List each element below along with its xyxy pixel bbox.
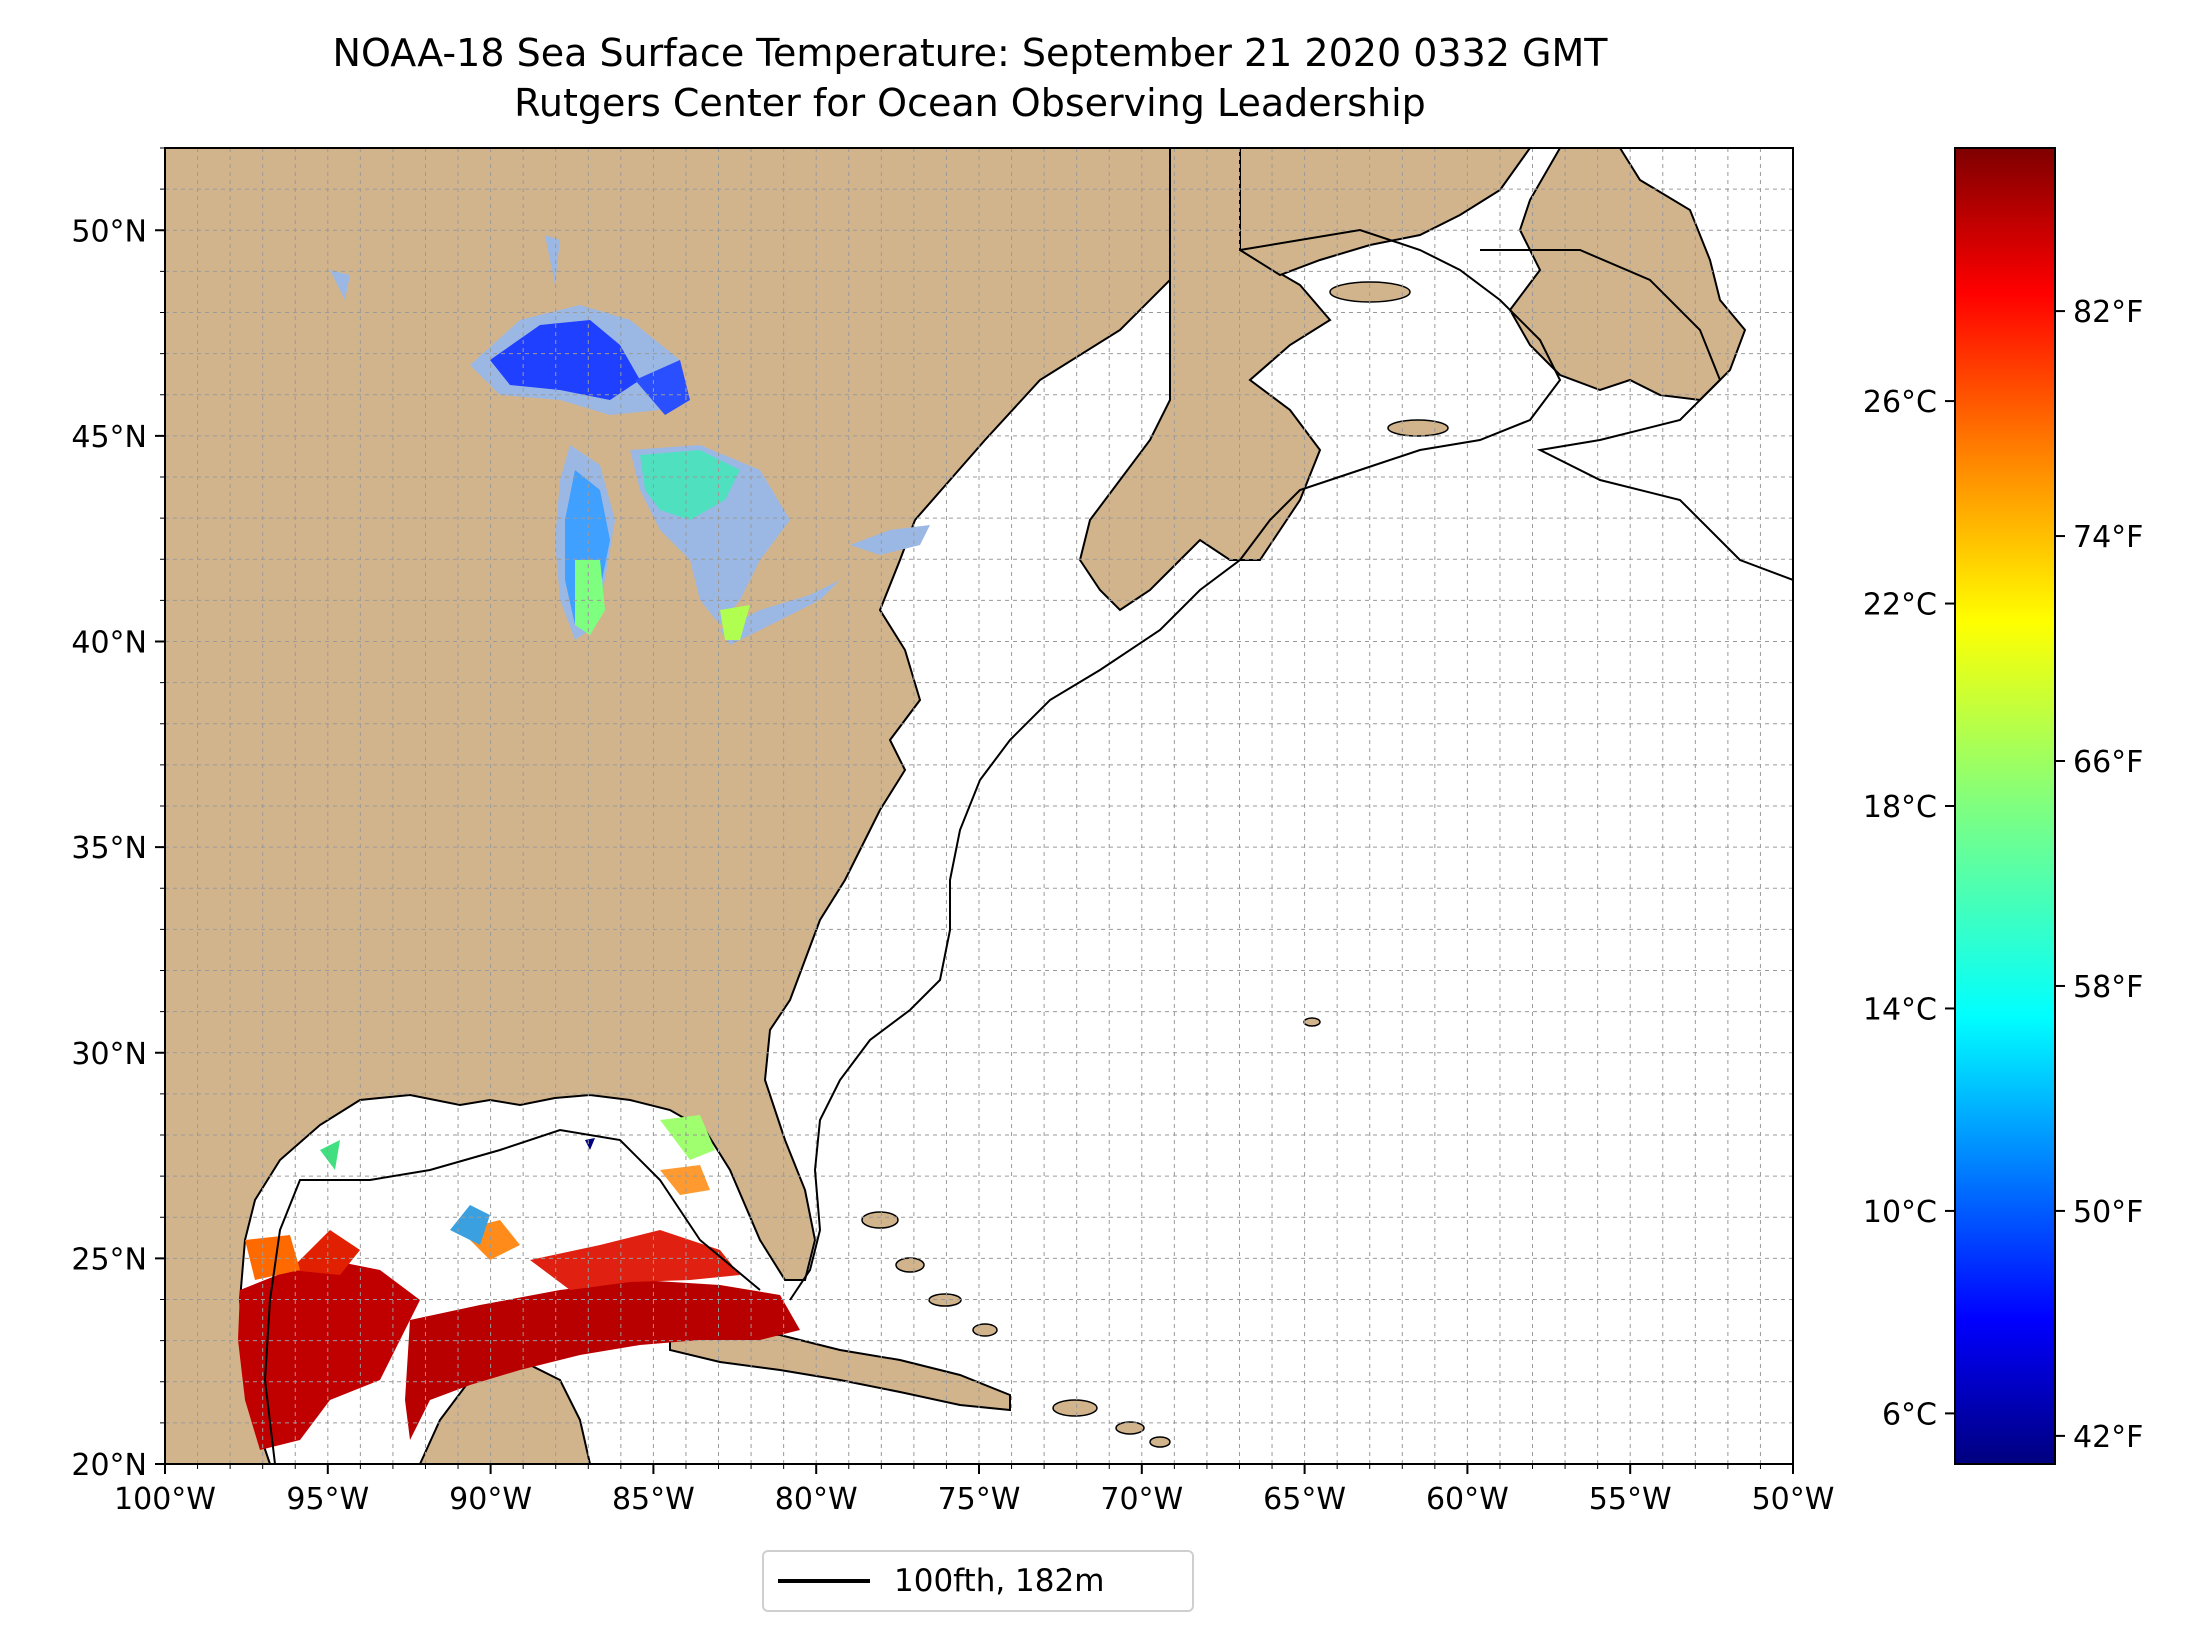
fahrenheit-tick-label: 42°F <box>2073 1420 2143 1455</box>
colorbar: 6°C 10°C 14°C 18°C 22°C 26°C 42°F 50°F 58°F 66°F… <box>1863 147 2143 1465</box>
sst-patches-great-lakes <box>490 320 750 640</box>
fahrenheit-tick-label: 66°F <box>2073 745 2143 780</box>
celsius-tick-label: 6°C <box>1882 1397 1937 1432</box>
land-cuba <box>669 1318 1011 1412</box>
lon-tick-label: 55°W <box>1589 1482 1672 1517</box>
land-labrador <box>1239 148 1532 277</box>
isobath-100fth <box>789 228 1562 1301</box>
lon-tick-label: 90°W <box>449 1482 532 1517</box>
lon-tick-label: 50°W <box>1752 1482 1835 1517</box>
lon-tick-label: 80°W <box>775 1482 858 1517</box>
latitude-axis: 20°N 25°N 30°N 35°N 40°N 45°N 50°N <box>71 147 165 1483</box>
fahrenheit-tick-label: 82°F <box>2073 295 2143 330</box>
isobath-gulf <box>263 1128 761 1464</box>
lon-tick-label: 95°W <box>286 1482 369 1517</box>
lon-tick-label: 70°W <box>1100 1482 1183 1517</box>
land-bahamas <box>861 1017 1321 1448</box>
lat-tick-label: 35°N <box>71 831 147 866</box>
celsius-tick-label: 22°C <box>1863 588 1937 623</box>
lon-tick-label: 75°W <box>938 1482 1021 1517</box>
celsius-tick-label: 14°C <box>1863 992 1937 1027</box>
colorbar-fahrenheit-axis: 42°F 50°F 58°F 66°F 74°F 82°F <box>2055 295 2143 1455</box>
lat-tick-label: 20°N <box>71 1448 147 1483</box>
lat-tick-label: 40°N <box>71 626 147 661</box>
chart-title: NOAA-18 Sea Surface Temperature: Septemb… <box>0 28 1940 128</box>
celsius-tick-label: 10°C <box>1863 1195 1937 1230</box>
lon-tick-label: 85°W <box>612 1482 695 1517</box>
colorbar-celsius-axis: 6°C 10°C 14°C 18°C 22°C 26°C <box>1863 385 1955 1432</box>
legend-label: 100fth, 182m <box>894 1563 1105 1599</box>
lat-tick-label: 25°N <box>71 1242 147 1277</box>
lat-tick-label: 50°N <box>71 214 147 249</box>
isobath-newfoundland <box>1480 249 1793 581</box>
legend: 100fth, 182m <box>762 1550 1194 1612</box>
lat-tick-label: 30°N <box>71 1037 147 1072</box>
lat-tick-label: 45°N <box>71 420 147 455</box>
longitude-axis: 100°W 95°W 90°W 85°W 80°W 75°W 70°W 65°W 60°W 55°… <box>114 1464 1834 1517</box>
fahrenheit-tick-label: 74°F <box>2073 520 2143 555</box>
celsius-tick-label: 26°C <box>1863 385 1937 420</box>
legend-line-swatch <box>778 1579 870 1583</box>
land-yucatan <box>418 1358 592 1464</box>
graticule <box>165 148 1793 1464</box>
land-maritimes <box>1078 148 1332 612</box>
fahrenheit-tick-label: 58°F <box>2073 970 2143 1005</box>
sst-patches-gulf <box>238 1115 800 1450</box>
title-line-2: Rutgers Center for Ocean Observing Leade… <box>514 81 1426 125</box>
fahrenheit-tick-label: 50°F <box>2073 1195 2143 1230</box>
lon-tick-label: 65°W <box>1263 1482 1346 1517</box>
land-newfoundland <box>1508 148 1747 402</box>
lon-tick-label: 60°W <box>1426 1482 1509 1517</box>
celsius-tick-label: 18°C <box>1863 790 1937 825</box>
lon-tick-label: 100°W <box>114 1482 216 1517</box>
title-line-1: NOAA-18 Sea Surface Temperature: Septemb… <box>332 31 1608 75</box>
map-area <box>165 148 1793 1464</box>
colorbar-gradient <box>1954 147 2056 1465</box>
